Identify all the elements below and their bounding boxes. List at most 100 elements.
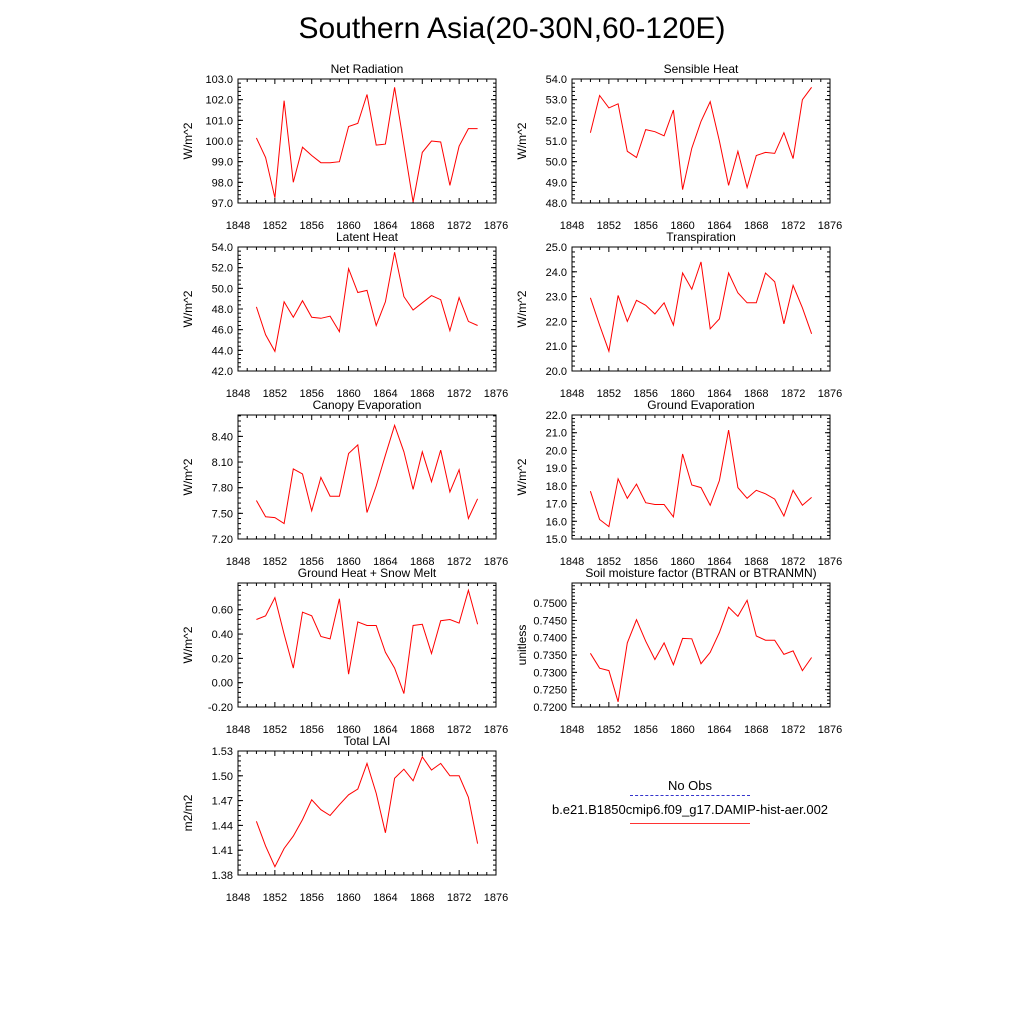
x-tick-label: 1852 — [597, 388, 621, 400]
x-tick-label: 1872 — [447, 388, 471, 400]
plot-frame — [237, 414, 497, 540]
y-tick-label: 16.0 — [546, 516, 567, 528]
series-line-1 — [589, 87, 813, 190]
chart-panel-5: Canopy Evaporation W/m^2 1848 1852 1856 1860 1… — [181, 398, 508, 568]
chart-title: Canopy Evaporation — [313, 398, 422, 412]
x-tick-label: 1856 — [299, 724, 323, 736]
y-tick-label: 48.0 — [546, 198, 567, 210]
chart-title: Transpiration — [666, 230, 736, 244]
y-tick-label: 1.38 — [212, 870, 233, 882]
y-tick-label: 1.53 — [212, 746, 233, 758]
y-tick-label: 8.10 — [212, 457, 233, 469]
y-tick-label: 1.47 — [212, 796, 233, 808]
chart-title: Net Radiation — [331, 62, 404, 76]
chart-panel-8: Soil moisture factor (BTRAN or BTRANMN) u… — [515, 566, 842, 736]
chart-panel-1: Net Radiation W/m^2 1848 1852 1856 1860 1864 18… — [181, 62, 508, 232]
y-axis-label: W/m^2 — [515, 122, 529, 159]
y-axis-label: W/m^2 — [181, 290, 195, 327]
y-tick-label: 7.50 — [212, 508, 233, 520]
chart-title: Total LAI — [344, 734, 391, 748]
plot-frame — [237, 582, 497, 708]
x-tick-label: 1876 — [484, 556, 508, 568]
x-tick-label: 1864 — [707, 724, 731, 736]
y-tick-label: 1.50 — [212, 771, 233, 783]
legend: No Obs b.e21.B1850cmip6.f09_g17.DAMIP-hi… — [530, 778, 850, 824]
y-tick-label: 25.0 — [546, 242, 567, 254]
chart-panel-6: Ground Evaporation W/m^2 1848 1852 1856 1860 1… — [515, 398, 842, 568]
x-tick-label: 1848 — [560, 388, 584, 400]
y-tick-label: 0.7300 — [533, 667, 567, 679]
plot-frame — [571, 78, 831, 204]
x-tick-label: 1868 — [410, 556, 434, 568]
series-line-1 — [255, 755, 479, 868]
x-tick-label: 1876 — [484, 220, 508, 232]
x-tick-label: 1848 — [226, 556, 250, 568]
x-tick-label: 1864 — [707, 388, 731, 400]
y-tick-label: 42.0 — [212, 366, 233, 378]
y-tick-label: 54.0 — [212, 242, 233, 254]
chart-title: Ground Heat + Snow Melt — [298, 566, 437, 580]
y-tick-label: 0.00 — [212, 678, 233, 690]
x-tick-label: 1852 — [263, 892, 287, 904]
y-tick-label: 46.0 — [212, 325, 233, 337]
y-tick-label: 49.0 — [546, 177, 567, 189]
x-tick-label: 1852 — [263, 556, 287, 568]
x-tick-label: 1868 — [744, 388, 768, 400]
y-tick-label: 48.0 — [212, 304, 233, 316]
y-tick-label: 54.0 — [546, 74, 567, 86]
plot-frame — [237, 750, 497, 876]
x-tick-label: 1872 — [447, 556, 471, 568]
chart-title: Latent Heat — [336, 230, 399, 244]
legend-obs-line — [630, 795, 750, 796]
y-tick-label: 50.0 — [546, 157, 567, 169]
x-tick-label: 1852 — [597, 724, 621, 736]
x-tick-label: 1864 — [707, 220, 731, 232]
y-tick-label: -0.20 — [208, 702, 233, 714]
x-tick-label: 1868 — [744, 220, 768, 232]
y-tick-label: 102.0 — [205, 95, 233, 107]
y-axis-label: W/m^2 — [515, 290, 529, 327]
x-tick-label: 1868 — [410, 892, 434, 904]
x-tick-label: 1860 — [336, 556, 360, 568]
x-tick-label: 1856 — [299, 556, 323, 568]
chart-title: Ground Evaporation — [647, 398, 754, 412]
x-tick-label: 1848 — [226, 892, 250, 904]
chart-panel-2: Sensible Heat W/m^2 1848 1852 1856 1860 1864 18… — [515, 62, 842, 232]
x-tick-label: 1868 — [410, 724, 434, 736]
y-tick-label: 24.0 — [546, 267, 567, 279]
x-tick-label: 1860 — [670, 556, 694, 568]
y-tick-label: 50.0 — [212, 283, 233, 295]
x-tick-label: 1848 — [226, 724, 250, 736]
x-tick-label: 1852 — [263, 724, 287, 736]
y-tick-label: 0.7250 — [533, 685, 567, 697]
plot-frame — [237, 246, 497, 372]
series-line-1 — [589, 430, 812, 528]
x-tick-label: 1852 — [263, 388, 287, 400]
series-line-1 — [589, 261, 813, 354]
y-tick-label: 52.0 — [212, 263, 233, 275]
y-tick-label: 101.0 — [205, 115, 233, 127]
x-tick-label: 1860 — [336, 892, 360, 904]
x-tick-label: 1872 — [447, 724, 471, 736]
y-tick-label: 21.0 — [546, 341, 567, 353]
y-tick-label: 0.7450 — [533, 615, 567, 627]
x-tick-label: 1852 — [597, 220, 621, 232]
x-tick-label: 1856 — [633, 220, 657, 232]
x-tick-label: 1872 — [781, 556, 805, 568]
x-tick-label: 1860 — [336, 724, 360, 736]
x-tick-label: 1868 — [744, 556, 768, 568]
x-tick-label: 1864 — [373, 220, 397, 232]
x-tick-label: 1876 — [818, 556, 842, 568]
plot-frame — [571, 582, 831, 708]
x-tick-label: 1876 — [818, 388, 842, 400]
y-tick-label: 52.0 — [546, 115, 567, 127]
y-axis-label: m2/m2 — [181, 794, 195, 831]
legend-obs-label: No Obs — [667, 778, 713, 793]
y-tick-label: 22.0 — [546, 316, 567, 328]
y-tick-label: 0.7350 — [533, 650, 567, 662]
series-line-1 — [256, 588, 479, 694]
x-tick-label: 1872 — [447, 220, 471, 232]
x-tick-label: 1852 — [597, 556, 621, 568]
series-line-1 — [255, 423, 479, 525]
